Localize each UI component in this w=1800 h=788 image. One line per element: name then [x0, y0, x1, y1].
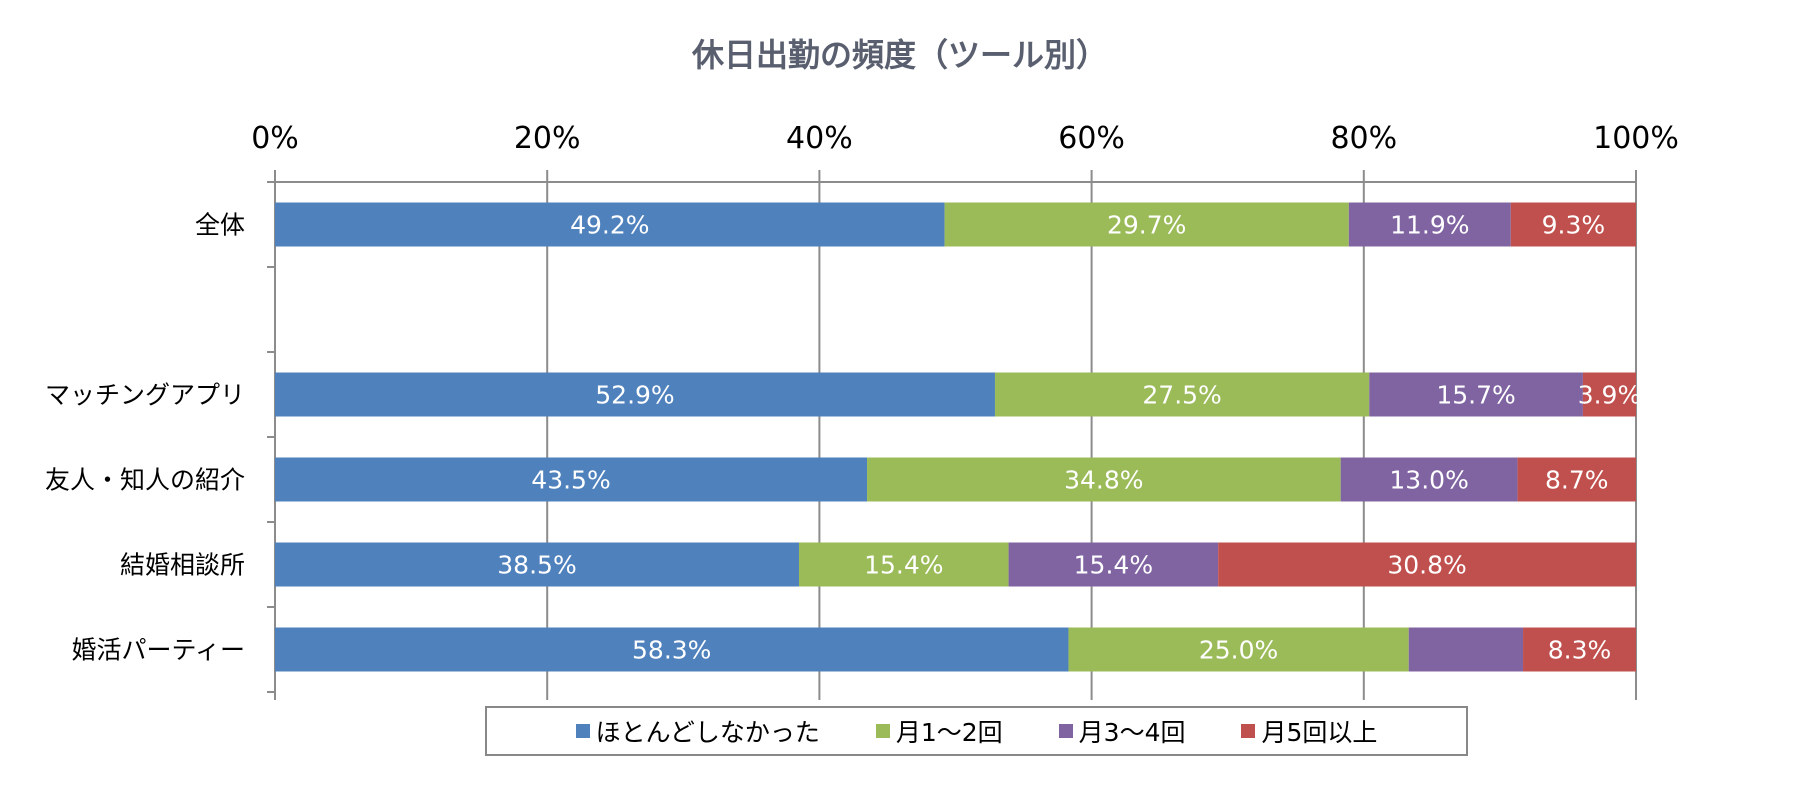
bar-segment — [1408, 627, 1524, 672]
bar-segment — [275, 627, 1069, 672]
legend-label: 月1～2回 — [895, 718, 1003, 747]
x-tick-label: 0% — [251, 121, 299, 156]
bar-segment — [1008, 542, 1219, 587]
x-tick-label: 40% — [786, 121, 853, 156]
bar-segment — [1517, 457, 1636, 502]
bar-segment — [275, 457, 868, 502]
category-label: マッチングアプリ — [45, 381, 245, 410]
legend-item: 月1～2回 — [875, 713, 1003, 749]
category-label: 結婚相談所 — [120, 551, 245, 580]
data-label: 11.9% — [1390, 211, 1469, 240]
legend-swatch — [875, 724, 890, 738]
data-label: 52.9% — [595, 381, 674, 410]
legend-item: ほとんどしなかった — [575, 713, 820, 749]
data-label: 30.8% — [1387, 551, 1466, 580]
bar-segment — [1068, 627, 1409, 672]
x-tick-label: 60% — [1058, 121, 1125, 156]
data-label: 25.0% — [1199, 636, 1278, 665]
data-label: 15.7% — [1436, 381, 1515, 410]
legend-swatch — [1058, 724, 1073, 738]
data-label: 13.0% — [1389, 466, 1468, 495]
legend-swatch — [575, 724, 590, 738]
legend-label: 月5回以上 — [1261, 718, 1378, 747]
data-label: 38.5% — [497, 551, 576, 580]
category-label: 友人・知人の紹介 — [45, 466, 245, 495]
x-tick-label: 80% — [1330, 121, 1397, 156]
bar-segment — [1348, 202, 1511, 247]
data-label: 15.4% — [864, 551, 943, 580]
x-tick-label: 20% — [514, 121, 581, 156]
bar-segment — [1523, 627, 1636, 672]
legend-label: ほとんどしなかった — [595, 718, 820, 747]
category-label: 全体 — [195, 211, 245, 240]
data-label: 8.7% — [1545, 466, 1609, 495]
data-label: 27.5% — [1142, 381, 1221, 410]
data-label: 58.3% — [632, 636, 711, 665]
legend-item: 月5回以上 — [1241, 713, 1377, 749]
bar-segment — [1218, 542, 1636, 587]
data-label: 49.2% — [570, 211, 649, 240]
data-label: 15.4% — [1074, 551, 1153, 580]
bar-segment — [275, 202, 945, 247]
category-label: 婚活パーティー — [71, 636, 245, 665]
bar-segment — [1340, 457, 1518, 502]
data-label: 34.8% — [1064, 466, 1143, 495]
x-tick-label: 100% — [1593, 121, 1679, 156]
data-label: 3.9% — [1578, 381, 1642, 410]
bar-segment — [798, 542, 1009, 587]
data-label: 9.3% — [1542, 211, 1606, 240]
data-label: 43.5% — [531, 466, 610, 495]
chart-title: 休日出勤の頻度（ツール別） — [691, 36, 1108, 74]
legend-swatch — [1241, 724, 1256, 738]
bar-segment — [1369, 372, 1583, 417]
bar-segment — [275, 542, 799, 587]
data-label: 8.3% — [1548, 636, 1612, 665]
bar-segment — [275, 372, 995, 417]
bar-segment — [944, 202, 1349, 247]
legend-label: 月3～4回 — [1078, 718, 1186, 747]
bar-segment — [867, 457, 1341, 502]
data-label: 29.7% — [1107, 211, 1186, 240]
bar-segment — [994, 372, 1370, 417]
bar-segment — [1510, 202, 1636, 247]
legend-item: 月3～4回 — [1058, 713, 1186, 749]
legend: ほとんどしなかった 月1～2回 月3～4回 月5回以上 — [485, 706, 1468, 756]
bar-segment — [1582, 372, 1636, 417]
